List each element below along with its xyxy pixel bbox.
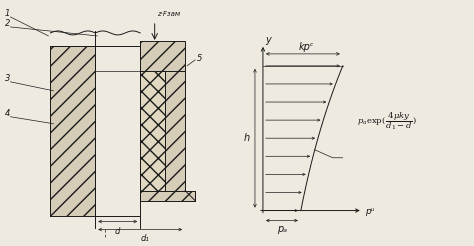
Polygon shape [95, 31, 140, 228]
Text: z·Fзам: z·Fзам [157, 11, 180, 17]
Text: d: d [115, 227, 120, 235]
Text: 1: 1 [4, 9, 10, 18]
Text: d₁: d₁ [141, 234, 150, 244]
Text: 3: 3 [4, 74, 10, 83]
Text: pₐ: pₐ [277, 224, 287, 233]
Text: $p_a\mathrm{exp}(\,\dfrac{4\mu k y}{d_1-d}\,)$: $p_a\mathrm{exp}(\,\dfrac{4\mu k y}{d_1-… [357, 110, 417, 132]
Polygon shape [140, 71, 165, 191]
Text: kpᶜ: kpᶜ [299, 42, 315, 52]
Text: 5: 5 [197, 54, 202, 63]
Polygon shape [140, 41, 185, 71]
Text: y: y [265, 35, 271, 45]
Text: pᵘ: pᵘ [365, 207, 374, 216]
Text: h: h [244, 133, 250, 143]
Text: 2: 2 [4, 19, 10, 28]
Polygon shape [140, 191, 195, 200]
Text: 4: 4 [4, 109, 10, 118]
Polygon shape [165, 71, 185, 191]
Polygon shape [50, 46, 95, 215]
